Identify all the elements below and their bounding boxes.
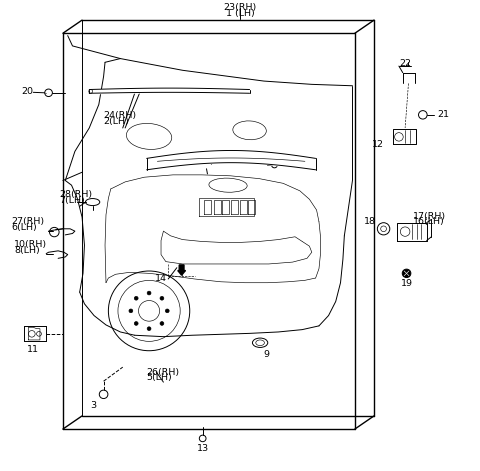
Text: 5(LH): 5(LH) [147,373,172,382]
Text: 19: 19 [400,279,412,288]
Text: 7(LH): 7(LH) [59,196,85,205]
Text: 11: 11 [27,345,39,354]
Text: 3: 3 [90,401,96,410]
Text: 12: 12 [372,139,384,149]
Text: 15: 15 [286,160,298,169]
Text: 8(LH): 8(LH) [14,245,40,255]
Text: 26(RH): 26(RH) [147,367,180,376]
Text: 9: 9 [263,349,269,358]
Text: 6(LH): 6(LH) [11,223,37,232]
Circle shape [147,291,151,295]
Circle shape [129,309,133,313]
Circle shape [160,296,164,300]
Text: 24(RH): 24(RH) [104,112,137,121]
Circle shape [147,327,151,331]
Text: 23(RH): 23(RH) [223,3,257,12]
Circle shape [402,269,411,277]
Text: 20: 20 [21,87,33,97]
Text: 27(RH): 27(RH) [11,218,44,227]
Text: 25(RH): 25(RH) [188,152,221,161]
Text: 13: 13 [197,444,209,453]
Circle shape [160,322,164,325]
Circle shape [165,309,169,313]
Text: 21: 21 [437,110,449,119]
Text: 1 (LH): 1 (LH) [226,9,254,18]
Circle shape [134,296,138,300]
Circle shape [134,322,138,325]
Text: 10(RH): 10(RH) [14,240,47,249]
Text: 17(RH): 17(RH) [413,212,446,221]
Text: 14: 14 [155,274,167,283]
Text: 16(LH): 16(LH) [413,218,445,227]
Text: 28(RH): 28(RH) [59,190,92,199]
Text: 4(LH): 4(LH) [188,157,214,166]
Text: 2(LH): 2(LH) [104,117,129,126]
FancyArrow shape [178,265,185,275]
Text: 22: 22 [399,59,411,68]
Text: 18: 18 [364,217,376,226]
